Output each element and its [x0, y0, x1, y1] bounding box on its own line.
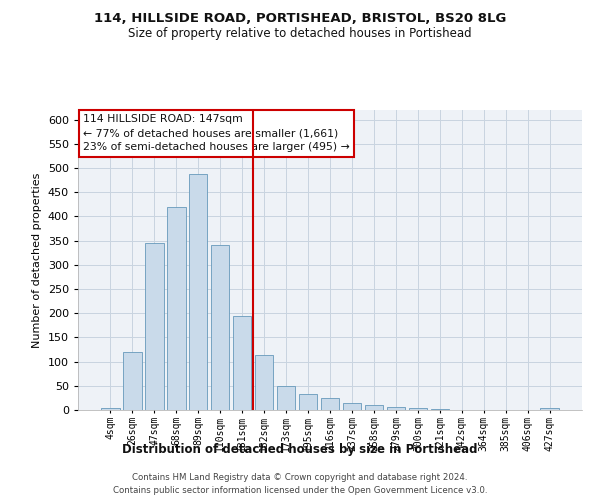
Bar — [211, 246, 229, 410]
Text: Contains public sector information licensed under the Open Government Licence v3: Contains public sector information licen… — [113, 486, 487, 495]
Bar — [365, 405, 383, 410]
Bar — [255, 356, 274, 410]
Bar — [233, 316, 251, 410]
Text: 114, HILLSIDE ROAD, PORTISHEAD, BRISTOL, BS20 8LG: 114, HILLSIDE ROAD, PORTISHEAD, BRISTOL,… — [94, 12, 506, 26]
Bar — [343, 402, 361, 410]
Bar — [409, 408, 427, 410]
Text: 114 HILLSIDE ROAD: 147sqm
← 77% of detached houses are smaller (1,661)
23% of se: 114 HILLSIDE ROAD: 147sqm ← 77% of detac… — [83, 114, 350, 152]
Bar — [123, 352, 142, 410]
Bar — [145, 243, 164, 410]
Y-axis label: Number of detached properties: Number of detached properties — [32, 172, 42, 348]
Bar — [541, 408, 559, 410]
Bar — [299, 394, 317, 410]
Bar — [167, 207, 185, 410]
Bar — [101, 408, 119, 410]
Text: Size of property relative to detached houses in Portishead: Size of property relative to detached ho… — [128, 28, 472, 40]
Bar — [320, 398, 340, 410]
Bar — [386, 406, 405, 410]
Text: Contains HM Land Registry data © Crown copyright and database right 2024.: Contains HM Land Registry data © Crown c… — [132, 472, 468, 482]
Bar — [277, 386, 295, 410]
Bar — [431, 409, 449, 410]
Text: Distribution of detached houses by size in Portishead: Distribution of detached houses by size … — [122, 442, 478, 456]
Bar — [189, 174, 208, 410]
